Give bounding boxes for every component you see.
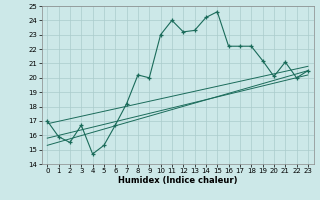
X-axis label: Humidex (Indice chaleur): Humidex (Indice chaleur) [118, 176, 237, 185]
